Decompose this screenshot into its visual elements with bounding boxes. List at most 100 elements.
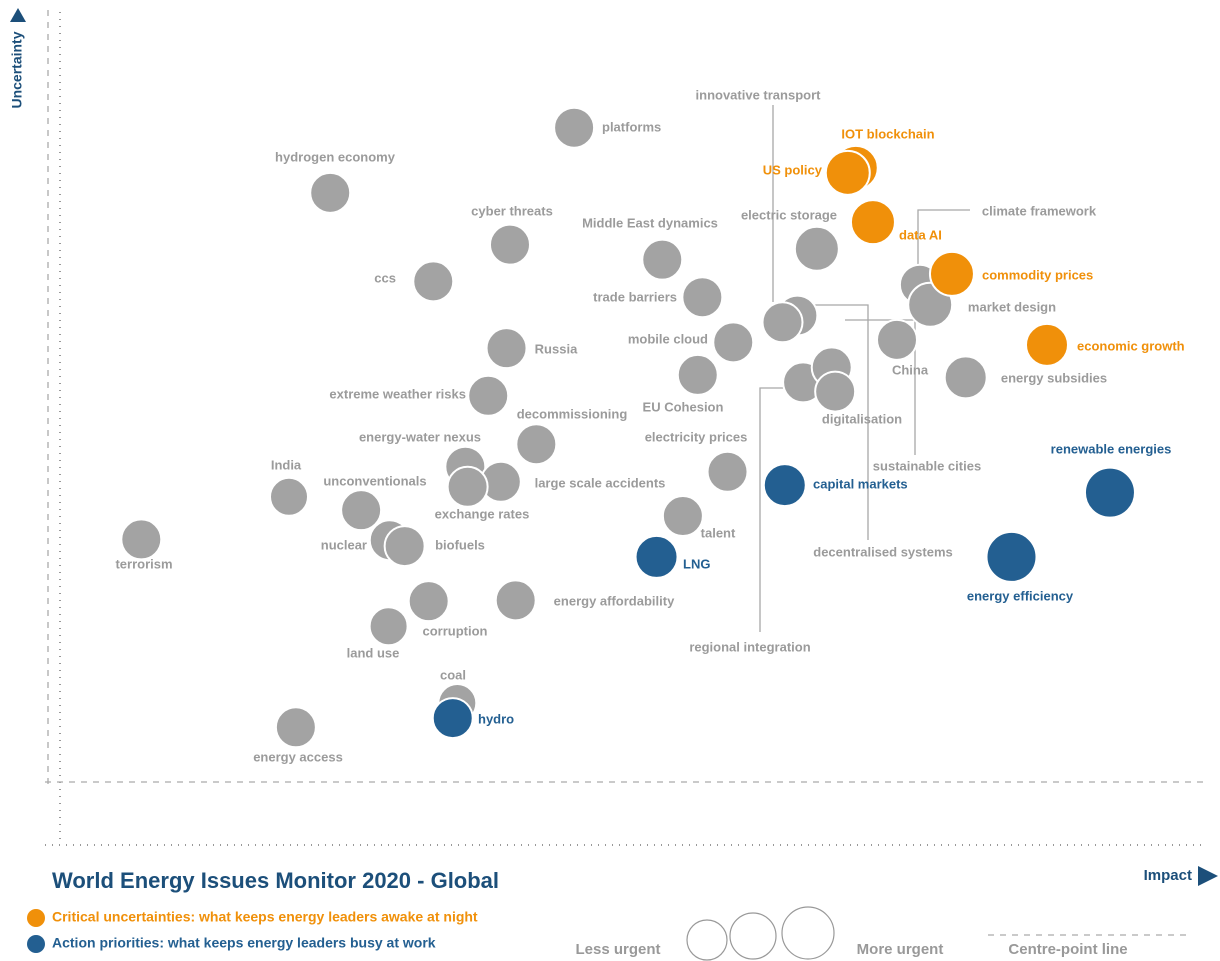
bubble-label: electricity prices — [645, 429, 748, 444]
bubble — [762, 463, 807, 508]
bubble-label: China — [892, 362, 929, 377]
bubble-label: energy efficiency — [967, 588, 1074, 603]
bubble-label: India — [271, 457, 302, 472]
bubble — [814, 370, 857, 413]
legend-swatch — [27, 909, 45, 927]
bubble — [553, 106, 596, 149]
bubble-label: electric storage — [741, 207, 837, 222]
bubble-label: Russia — [535, 341, 578, 356]
legend-label: Critical uncertainties: what keeps energ… — [52, 909, 478, 925]
bubble-label: mobile cloud — [628, 331, 708, 346]
bubble — [488, 223, 531, 266]
bubble — [1024, 322, 1069, 367]
bubble-label: exchange rates — [435, 506, 530, 521]
bubble-label: market design — [968, 299, 1056, 314]
bubble-label: decommissioning — [517, 406, 628, 421]
bubble — [634, 534, 679, 579]
bubble-label: data AI — [899, 227, 942, 242]
bubble — [431, 697, 474, 740]
bubble-label: energy subsidies — [1001, 370, 1107, 385]
bubble-label: capital markets — [813, 476, 908, 491]
centre-line-legend-label: Centre-point line — [1008, 941, 1127, 958]
bubble-label: decentralised systems — [813, 544, 952, 559]
bubble-label: sustainable cities — [873, 458, 981, 473]
bubble — [485, 327, 528, 370]
bubble-label: commodity prices — [982, 267, 1093, 282]
legend-label: Action priorities: what keeps energy lea… — [52, 935, 436, 951]
y-axis-label: Uncertainty — [9, 31, 25, 108]
bubble — [706, 450, 749, 493]
bubble — [274, 706, 317, 749]
bubble — [120, 518, 163, 561]
bubble — [340, 489, 383, 532]
bubble-label: coal — [440, 667, 466, 682]
bubble-label: extreme weather risks — [329, 386, 466, 401]
bubble-label: EU Cohesion — [643, 399, 724, 414]
leader-line — [917, 209, 970, 268]
y-axis-arrow — [10, 8, 26, 22]
bubble — [824, 149, 871, 196]
bubble-label: large scale accidents — [535, 475, 666, 490]
bubble — [1083, 466, 1136, 519]
bubble — [269, 476, 309, 517]
bubble — [641, 238, 684, 281]
bubble — [793, 225, 840, 272]
bubble-label: IOT blockchain — [841, 126, 934, 141]
x-axis-arrow — [1198, 866, 1218, 886]
bubble — [467, 374, 510, 417]
size-legend-label: More urgent — [857, 941, 944, 958]
bubble-label: nuclear — [321, 537, 367, 552]
bubble — [368, 606, 409, 647]
bubble-label: climate framework — [982, 203, 1097, 218]
size-legend-circle — [729, 912, 777, 960]
bubble — [928, 250, 975, 297]
bubble-label: trade barriers — [593, 289, 677, 304]
bubble-label: Middle East dynamics — [582, 215, 718, 230]
bubble — [412, 260, 455, 303]
bubble-label: biofuels — [435, 537, 485, 552]
bubble-label: regional integration — [689, 639, 810, 654]
bubble — [676, 353, 719, 396]
bubble-label: energy access — [253, 749, 343, 764]
bubble — [681, 276, 724, 319]
bubble-label: US policy — [763, 162, 823, 177]
bubble-label: land use — [347, 645, 400, 660]
bubble — [661, 495, 704, 538]
bubble-label: unconventionals — [323, 473, 426, 488]
bubble — [985, 530, 1038, 583]
size-legend-label: Less urgent — [575, 941, 660, 958]
labels: platforms hydrogen economy cyber threats cc… — [115, 87, 1184, 764]
bubble — [407, 580, 450, 623]
bubble — [875, 318, 918, 361]
bubble — [494, 579, 537, 622]
bubble-label: platforms — [602, 119, 661, 134]
bubble — [849, 199, 896, 246]
bubble-label: renewable energies — [1051, 441, 1172, 456]
bubble-label: LNG — [683, 556, 710, 571]
x-axis-label: Impact — [1144, 867, 1192, 884]
bubble — [761, 301, 804, 344]
bubble-label: energy-water nexus — [359, 429, 481, 444]
bubbles — [120, 106, 1136, 749]
bubble-label: cyber threats — [471, 203, 553, 218]
bubble-label: economic growth — [1077, 338, 1185, 353]
bubble — [383, 525, 426, 568]
bubble-label: hydrogen economy — [275, 149, 396, 164]
bubble-label: hydro — [478, 711, 514, 726]
bubble — [309, 171, 352, 214]
bubble-label: terrorism — [115, 556, 172, 571]
bubble-label: talent — [701, 525, 736, 540]
legend-swatch — [27, 935, 45, 953]
bubble — [712, 321, 755, 364]
bubble — [943, 355, 988, 400]
size-legend-circle — [686, 919, 728, 961]
bubble-label: corruption — [423, 623, 488, 638]
leader-line — [759, 387, 800, 632]
bubble-label: digitalisation — [822, 411, 902, 426]
bubble — [515, 423, 558, 466]
bubble-label: innovative transport — [696, 87, 822, 102]
size-legend-circle — [781, 906, 835, 960]
chart-title: World Energy Issues Monitor 2020 - Globa… — [52, 868, 499, 893]
bubble — [446, 465, 489, 508]
